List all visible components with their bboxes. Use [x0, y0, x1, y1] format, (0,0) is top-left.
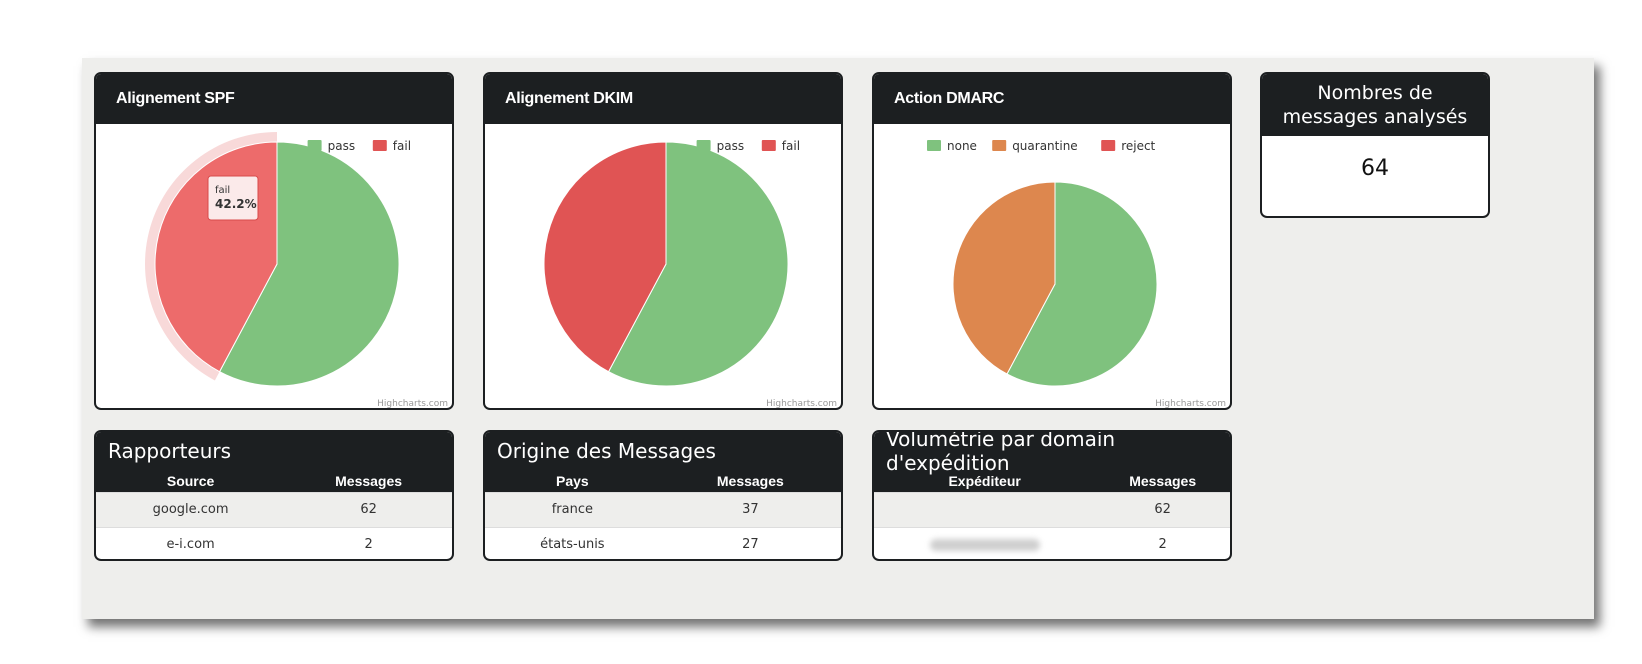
- table-row: états-unis 27: [485, 526, 841, 559]
- highcharts-credits-link[interactable]: Highcharts.com: [1155, 399, 1226, 409]
- cell-messages: 27: [659, 526, 841, 559]
- pie-slice-fail[interactable]: [543, 141, 667, 373]
- table-row: 2: [874, 526, 1230, 559]
- origine-card: Origine des Messages Pays Messages franc…: [483, 430, 843, 561]
- column-header-messages[interactable]: Messages: [659, 470, 841, 492]
- message-count-card: Nombres de messages analysés 64: [1260, 72, 1490, 218]
- cell-messages: 2: [1095, 526, 1230, 559]
- rapporteurs-card: Rapporteurs Source Messages google.com 6…: [94, 430, 454, 561]
- legend-symbol-fail[interactable]: [372, 140, 387, 151]
- volumetrie-title: Volumétrie par domain d'expédition: [874, 432, 1230, 475]
- spf-chart-card: Alignement SPF pass fail Highcharts.com fai…: [94, 72, 454, 410]
- table-header-row: Expéditeur Messages: [874, 470, 1230, 492]
- origine-title: Origine des Messages: [485, 432, 841, 470]
- table-row: 62: [874, 491, 1230, 527]
- legend-item-reject[interactable]: reject: [1121, 139, 1155, 153]
- legend-item-pass[interactable]: pass: [717, 139, 744, 153]
- cell-source: e-i.com: [96, 526, 286, 559]
- cell-pays: états-unis: [485, 526, 660, 559]
- table-header-row: Source Messages: [96, 470, 452, 492]
- dkim-chart-card: Alignement DKIM pass fail Highcharts.com: [483, 72, 843, 410]
- legend-symbol-none[interactable]: [927, 140, 941, 151]
- legend-item-fail[interactable]: fail: [782, 139, 800, 153]
- legend-symbol-pass[interactable]: [307, 140, 322, 151]
- column-header-pays[interactable]: Pays: [485, 470, 660, 492]
- volumetrie-card: Volumétrie par domain d'expédition Expéd…: [872, 430, 1232, 561]
- table-row: e-i.com 2: [96, 526, 452, 559]
- cell-messages: 62: [1095, 491, 1230, 527]
- spf-chart-title: Alignement SPF: [96, 74, 452, 124]
- legend-symbol-pass[interactable]: [696, 140, 711, 151]
- pie-slice-pass[interactable]: [218, 141, 400, 387]
- message-count-title: Nombres de messages analysés: [1262, 74, 1488, 136]
- rapporteurs-title: Rapporteurs: [96, 432, 452, 470]
- cell-pays: france: [485, 491, 660, 527]
- redacted-sender: [929, 538, 1040, 551]
- column-header-expediteur[interactable]: Expéditeur: [874, 470, 1096, 492]
- tooltip-label: fail: [215, 185, 230, 196]
- column-header-messages[interactable]: Messages: [285, 470, 452, 492]
- dkim-pie-chart[interactable]: pass fail Highcharts.com: [485, 124, 843, 410]
- cell-messages: 62: [285, 491, 452, 527]
- legend-item-fail[interactable]: fail: [393, 139, 411, 153]
- legend-item-none[interactable]: none: [947, 139, 977, 153]
- table-row: france 37: [485, 491, 841, 527]
- pie-slice-pass[interactable]: [607, 141, 789, 387]
- dmarc-chart-card: Action DMARC none quarantine reject Highcha…: [872, 72, 1232, 410]
- cell-messages: 2: [285, 526, 452, 559]
- cell-source: google.com: [96, 491, 286, 527]
- tooltip-value: 42.2%: [215, 197, 257, 211]
- highcharts-credits-link[interactable]: Highcharts.com: [766, 399, 837, 409]
- rapporteurs-table: Source Messages google.com 62 e-i.com 2: [96, 470, 452, 559]
- pie-slice-none[interactable]: [1006, 181, 1158, 387]
- table-row: google.com 62: [96, 491, 452, 527]
- origine-table: Pays Messages france 37 états-unis 27: [485, 470, 841, 559]
- dmarc-chart-title: Action DMARC: [874, 74, 1230, 124]
- legend-symbol-quarantine[interactable]: [992, 140, 1007, 151]
- cell-messages: 37: [659, 491, 841, 527]
- table-header-row: Pays Messages: [485, 470, 841, 492]
- highcharts-credits-link[interactable]: Highcharts.com: [377, 399, 448, 409]
- legend-item-pass[interactable]: pass: [328, 139, 355, 153]
- column-header-messages[interactable]: Messages: [1095, 470, 1230, 492]
- dkim-chart-title: Alignement DKIM: [485, 74, 841, 124]
- dashboard-panel: Alignement SPF pass fail Highcharts.com fai…: [82, 58, 1594, 619]
- legend-item-quarantine[interactable]: quarantine: [1012, 139, 1077, 153]
- cell-expediteur: [874, 491, 1096, 527]
- cell-expediteur: [874, 526, 1096, 559]
- legend-symbol-reject[interactable]: [1101, 140, 1116, 151]
- column-header-source[interactable]: Source: [96, 470, 286, 492]
- volumetrie-table: Expéditeur Messages 62 2: [874, 470, 1230, 559]
- pie-slice-quarantine[interactable]: [952, 181, 1056, 375]
- legend-symbol-fail[interactable]: [761, 140, 776, 151]
- message-count-value: 64: [1361, 156, 1389, 181]
- dmarc-pie-chart[interactable]: none quarantine reject Highcharts.com: [874, 124, 1232, 410]
